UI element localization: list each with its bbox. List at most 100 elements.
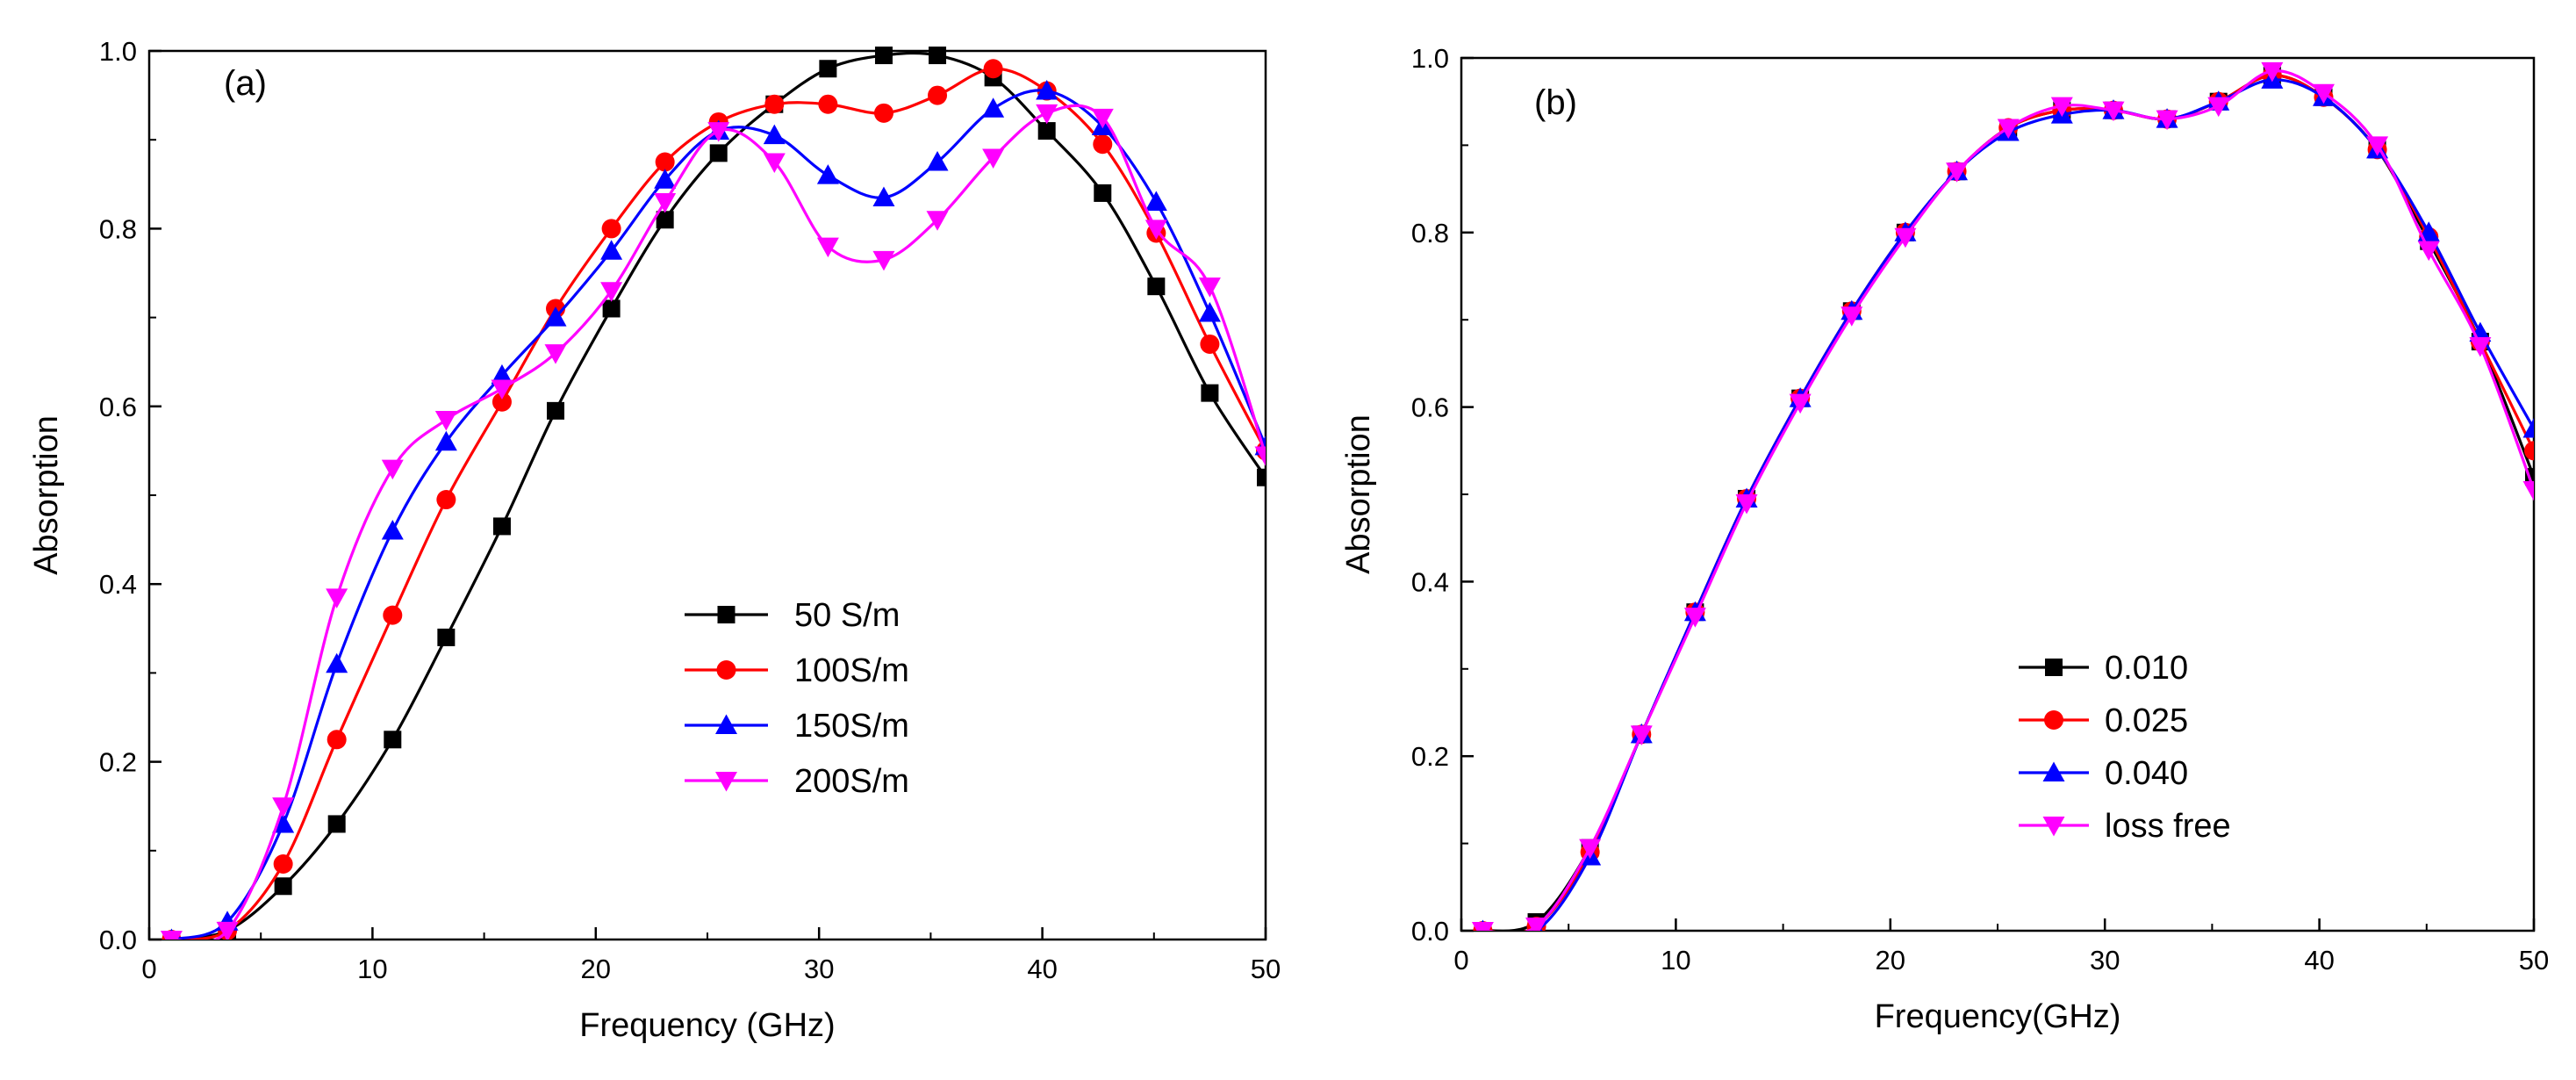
panel-b-series-line <box>1482 78 2534 931</box>
panel-b-y-tick-label: 0.0 <box>1411 916 1449 947</box>
panel-a-data-point <box>926 151 949 171</box>
panel-a-data-point <box>491 379 513 400</box>
panel-a-y-tick-label: 0.6 <box>99 392 137 422</box>
panel-a-data-point <box>492 392 512 412</box>
panel-b-y-tick-label: 0.6 <box>1411 392 1449 423</box>
panel-b-y-tick-label: 0.8 <box>1411 218 1449 248</box>
panel-b-plot-frame <box>1460 56 2536 932</box>
panel-a-data-point <box>326 730 347 750</box>
panel-b-data-point <box>1579 839 1602 860</box>
panel-b-legend-marker <box>2042 817 2065 837</box>
panel-a-legend-label: 200S/m <box>794 763 909 800</box>
panel-b-data-point <box>1997 119 2020 140</box>
panel-a-data-point <box>1147 277 1166 296</box>
panel-a-data-point <box>384 731 402 749</box>
panel-a-legend-label: 150S/m <box>794 708 909 745</box>
panel-a-x-tick-label: 40 <box>1027 954 1057 984</box>
panel-a-data-point <box>1036 80 1058 100</box>
panel-a-data-point <box>381 459 404 480</box>
panel-b-legend-label: loss free <box>2105 808 2231 845</box>
panel-b-x-tick-label: 20 <box>1876 945 1905 976</box>
panel-a-data-point <box>1201 384 1219 402</box>
panel-a-data-point <box>707 122 730 142</box>
panel-a-data-point <box>928 85 948 105</box>
panel-a-data-point <box>709 144 728 162</box>
panel-b-data-point <box>2207 97 2230 118</box>
panel-a-data-point <box>600 282 623 302</box>
panel-a-data-point <box>436 490 456 510</box>
panel-a-data-point <box>1200 334 1220 354</box>
panel-a-x-axis-title: Frequency (GHz) <box>579 1007 835 1044</box>
panel-b-data-point <box>1946 162 1969 183</box>
panel-b-chart: 0 10 20 30 40 50 0.0 0.2 0.4 0.6 0.8 1.0 Frequency(G… <box>1340 43 2549 1035</box>
panel-a-data-point <box>1094 184 1112 202</box>
panel-b-legend-marker <box>2045 659 2063 676</box>
panel-a-data-point <box>872 250 895 271</box>
panel-a-data-point <box>326 588 348 608</box>
panel-b-data-point <box>1735 493 1758 515</box>
panel-b-legend: 0.010 0.025 0.040 loss free <box>2019 650 2231 845</box>
panel-a-x-tick-label: 0 <box>141 954 156 984</box>
panel-a-x-tick-label: 30 <box>804 954 834 984</box>
panel-a-data-point <box>655 152 675 172</box>
panel-a-legend-label: 50 S/m <box>794 597 900 634</box>
panel-b-legend-label: 0.040 <box>2105 755 2188 792</box>
panel-a-data-point <box>600 240 623 260</box>
panel-a-data-point <box>654 169 677 189</box>
panel-b-x-axis-title: Frequency(GHz) <box>1875 998 2121 1035</box>
panel-a-data-point <box>872 186 895 206</box>
panel-b-series-4 <box>1471 61 2534 931</box>
panel-a-data-point <box>1093 134 1113 155</box>
panel-a-series-1 <box>162 47 1266 940</box>
panel-a-data-point <box>1091 108 1114 129</box>
panel-b-data-point <box>1841 306 1863 327</box>
panel-a-plot-frame <box>147 49 1267 941</box>
panel-b-data-point <box>1894 227 1917 248</box>
panel-a-data-point <box>437 628 456 646</box>
panel-a-data-point <box>656 211 674 229</box>
panel-b-data-point <box>2366 136 2389 156</box>
panel-b-data-point <box>2050 97 2073 118</box>
panel-b-x-tick-label: 50 <box>2519 945 2549 976</box>
panel-a-data-point <box>1198 302 1221 322</box>
panel-a-data-point <box>383 605 403 625</box>
panel-b-series-2 <box>1473 65 2534 931</box>
panel-a-data-point <box>1254 446 1266 466</box>
panel-a-data-point <box>1144 220 1167 240</box>
panel-a-x-tick-label: 50 <box>1251 954 1281 984</box>
panel-b-series-line <box>1482 74 2534 931</box>
panel-a-data-point <box>491 364 513 385</box>
panel-a-data-point <box>874 47 893 65</box>
panel-a-data-point <box>1198 277 1221 298</box>
panel-a-data-point <box>327 815 346 833</box>
panel-a-data-point <box>763 124 786 145</box>
panel-b-data-point <box>1630 725 1653 745</box>
panel-b-series-line <box>1482 69 2534 931</box>
panel-a-series-line <box>170 89 1266 940</box>
panel-a-data-point <box>816 164 839 184</box>
panel-a-data-point <box>816 237 839 258</box>
panel-b-panel-label: (b) <box>1534 83 1577 122</box>
panel-a-data-point <box>1144 191 1167 212</box>
panel-a-data-point <box>326 652 348 673</box>
panel-b-data-point <box>2102 101 2125 122</box>
panel-a-x-tick-label: 20 <box>581 954 611 984</box>
panel-a-data-point <box>434 410 457 431</box>
panel-a-legend: 50 S/m 100S/m 150S/m 200S/m <box>685 597 909 800</box>
panel-b-x-tick-label: 40 <box>2304 945 2334 976</box>
panel-a-data-point <box>547 401 565 420</box>
panel-b-data-point <box>2261 61 2284 83</box>
panel-b-data-point <box>2522 417 2534 438</box>
panel-a-y-tick-label: 0.0 <box>99 925 137 955</box>
panel-b-data-point <box>2524 441 2534 461</box>
panel-b-data-point <box>2469 337 2492 357</box>
panel-a-data-point <box>929 47 947 65</box>
panel-b-data-point <box>1789 393 1812 414</box>
panel-a-y-tick-label: 0.4 <box>99 569 137 600</box>
panel-a-data-point <box>1036 104 1058 125</box>
panel-b-series-3 <box>1476 68 2534 931</box>
panel-b-legend-label: 0.010 <box>2105 650 2188 687</box>
panel-a-data-point <box>272 812 295 833</box>
panel-a-data-point <box>602 299 621 318</box>
